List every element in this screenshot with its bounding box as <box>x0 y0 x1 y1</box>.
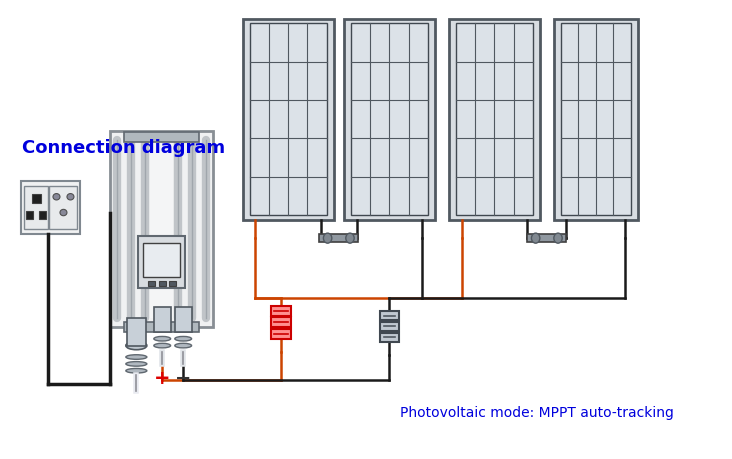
Bar <box>527 235 567 242</box>
FancyBboxPatch shape <box>175 307 192 332</box>
Bar <box>272 306 291 316</box>
Text: −: − <box>175 368 191 387</box>
Bar <box>26 212 33 219</box>
FancyBboxPatch shape <box>21 182 81 234</box>
FancyBboxPatch shape <box>250 24 326 216</box>
Ellipse shape <box>154 343 171 348</box>
Text: +: + <box>154 368 171 387</box>
FancyBboxPatch shape <box>127 319 146 346</box>
FancyBboxPatch shape <box>138 236 185 289</box>
Ellipse shape <box>154 337 171 341</box>
Ellipse shape <box>53 194 60 201</box>
Bar <box>319 235 359 242</box>
Bar <box>272 318 291 328</box>
Bar <box>380 322 399 331</box>
FancyBboxPatch shape <box>154 307 171 332</box>
FancyBboxPatch shape <box>150 140 173 319</box>
Ellipse shape <box>554 234 562 244</box>
FancyBboxPatch shape <box>456 24 533 216</box>
FancyBboxPatch shape <box>351 24 428 216</box>
FancyBboxPatch shape <box>110 131 213 328</box>
Bar <box>39 212 46 219</box>
FancyBboxPatch shape <box>50 186 78 230</box>
FancyBboxPatch shape <box>554 20 638 220</box>
Ellipse shape <box>126 369 147 373</box>
Ellipse shape <box>126 355 147 359</box>
Bar <box>149 281 155 286</box>
Bar <box>169 281 176 286</box>
Text: Connection diagram: Connection diagram <box>23 139 225 157</box>
FancyBboxPatch shape <box>561 24 631 216</box>
Ellipse shape <box>346 234 354 244</box>
Ellipse shape <box>67 194 74 201</box>
Ellipse shape <box>324 234 332 244</box>
FancyBboxPatch shape <box>143 243 180 277</box>
Ellipse shape <box>175 343 192 348</box>
Ellipse shape <box>126 362 147 366</box>
Bar <box>272 329 291 339</box>
Ellipse shape <box>60 210 67 216</box>
Bar <box>32 194 40 203</box>
Ellipse shape <box>531 234 539 244</box>
Bar <box>380 333 399 342</box>
FancyBboxPatch shape <box>124 322 199 332</box>
Ellipse shape <box>175 337 192 341</box>
Text: Photovoltaic mode: MPPT auto-tracking: Photovoltaic mode: MPPT auto-tracking <box>400 405 674 419</box>
Ellipse shape <box>126 342 147 350</box>
FancyBboxPatch shape <box>344 20 435 220</box>
Bar <box>159 281 165 286</box>
FancyBboxPatch shape <box>242 20 334 220</box>
FancyBboxPatch shape <box>24 186 48 230</box>
Bar <box>380 312 399 321</box>
FancyBboxPatch shape <box>124 133 199 143</box>
FancyBboxPatch shape <box>449 20 539 220</box>
